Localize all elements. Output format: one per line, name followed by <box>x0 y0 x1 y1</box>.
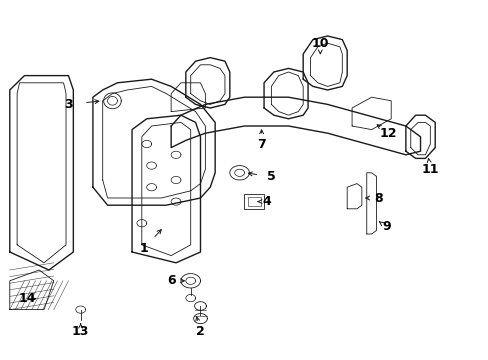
Text: 10: 10 <box>311 37 328 50</box>
Bar <box>248 197 260 206</box>
Text: 12: 12 <box>379 127 397 140</box>
Text: 3: 3 <box>64 98 73 111</box>
Text: 6: 6 <box>166 274 175 287</box>
Bar <box>244 194 264 209</box>
Text: 13: 13 <box>72 325 89 338</box>
Text: 9: 9 <box>381 220 390 233</box>
Text: 11: 11 <box>421 163 438 176</box>
Text: 1: 1 <box>140 242 148 255</box>
Text: 7: 7 <box>257 138 265 150</box>
Text: 5: 5 <box>266 170 275 183</box>
Text: 4: 4 <box>262 195 270 208</box>
Text: 2: 2 <box>196 325 204 338</box>
Text: 8: 8 <box>374 192 383 204</box>
Text: 14: 14 <box>18 292 36 305</box>
